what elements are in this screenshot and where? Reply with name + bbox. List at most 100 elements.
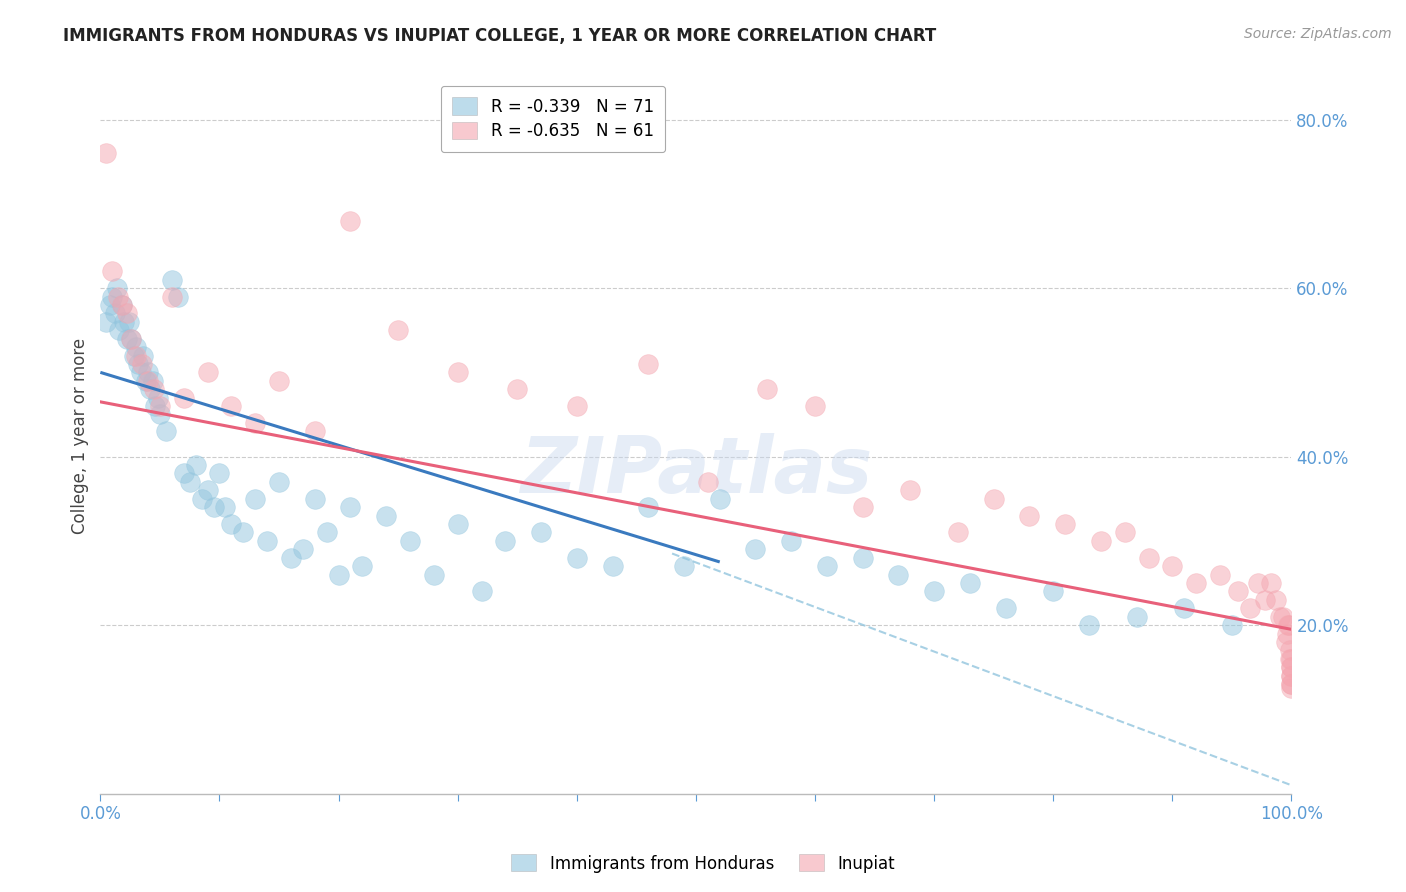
Point — [132, 349, 155, 363]
Point — [197, 483, 219, 498]
Point — [184, 458, 207, 472]
Point — [125, 340, 148, 354]
Point — [1272, 609, 1295, 624]
Point — [118, 315, 141, 329]
Point — [136, 374, 159, 388]
Point — [96, 146, 118, 161]
Point — [202, 500, 225, 515]
Point — [1226, 584, 1249, 599]
Point — [887, 567, 910, 582]
Point — [112, 315, 135, 329]
Point — [214, 500, 236, 515]
Y-axis label: College, 1 year or more: College, 1 year or more — [72, 337, 89, 533]
Point — [146, 391, 169, 405]
Point — [898, 483, 921, 498]
Point — [780, 533, 803, 548]
Point — [1018, 508, 1040, 523]
Point — [1125, 609, 1147, 624]
Point — [994, 601, 1017, 615]
Point — [101, 289, 124, 303]
Point — [852, 500, 875, 515]
Point — [1137, 550, 1160, 565]
Point — [1209, 567, 1232, 582]
Legend: Immigrants from Honduras, Inupiat: Immigrants from Honduras, Inupiat — [505, 847, 901, 880]
Point — [122, 349, 145, 363]
Point — [1279, 652, 1302, 666]
Point — [111, 298, 134, 312]
Point — [1090, 533, 1112, 548]
Point — [565, 550, 588, 565]
Point — [1265, 592, 1288, 607]
Point — [208, 467, 231, 481]
Point — [328, 567, 350, 582]
Point — [115, 332, 138, 346]
Point — [143, 399, 166, 413]
Point — [506, 382, 529, 396]
Point — [983, 491, 1005, 506]
Point — [256, 533, 278, 548]
Point — [1114, 525, 1136, 540]
Point — [959, 576, 981, 591]
Point — [1239, 601, 1261, 615]
Point — [149, 408, 172, 422]
Point — [136, 365, 159, 379]
Point — [1254, 592, 1277, 607]
Point — [125, 349, 148, 363]
Point — [1042, 584, 1064, 599]
Point — [922, 584, 945, 599]
Point — [98, 298, 121, 312]
Point — [709, 491, 731, 506]
Text: ZIPatlas: ZIPatlas — [520, 434, 872, 509]
Point — [1278, 643, 1301, 657]
Point — [1268, 609, 1291, 624]
Point — [352, 559, 374, 574]
Point — [139, 382, 162, 396]
Point — [101, 264, 124, 278]
Point — [129, 365, 152, 379]
Point — [160, 289, 183, 303]
Point — [1247, 576, 1270, 591]
Point — [111, 298, 134, 312]
Point — [1185, 576, 1208, 591]
Point — [197, 365, 219, 379]
Point — [744, 542, 766, 557]
Point — [1078, 618, 1101, 632]
Point — [127, 357, 149, 371]
Text: Source: ZipAtlas.com: Source: ZipAtlas.com — [1244, 27, 1392, 41]
Point — [1173, 601, 1195, 615]
Point — [166, 289, 188, 303]
Point — [173, 391, 195, 405]
Point — [1161, 559, 1184, 574]
Point — [179, 475, 201, 489]
Point — [142, 374, 165, 388]
Point — [423, 567, 446, 582]
Point — [245, 416, 267, 430]
Point — [1275, 626, 1298, 640]
Point — [637, 357, 659, 371]
Point — [96, 315, 118, 329]
Point — [1054, 516, 1077, 531]
Point — [1279, 669, 1302, 683]
Point — [399, 533, 422, 548]
Point — [447, 516, 470, 531]
Point — [160, 273, 183, 287]
Point — [339, 213, 361, 227]
Point — [852, 550, 875, 565]
Point — [142, 382, 165, 396]
Point — [104, 306, 127, 320]
Point — [280, 550, 302, 565]
Point — [115, 306, 138, 320]
Point — [105, 281, 128, 295]
Point — [756, 382, 779, 396]
Point — [1281, 681, 1303, 696]
Point — [1279, 660, 1302, 674]
Point — [291, 542, 314, 557]
Point — [149, 399, 172, 413]
Point — [173, 467, 195, 481]
Point — [672, 559, 695, 574]
Point — [120, 332, 142, 346]
Point — [946, 525, 969, 540]
Point — [221, 399, 243, 413]
Point — [304, 425, 326, 439]
Point — [815, 559, 838, 574]
